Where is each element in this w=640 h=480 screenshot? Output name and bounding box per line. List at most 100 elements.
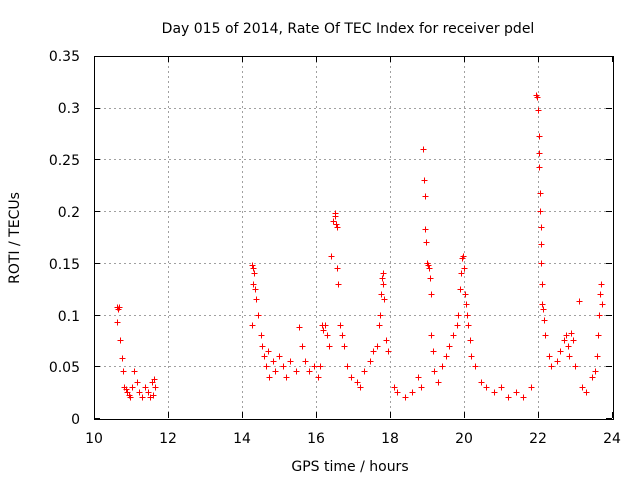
data-point	[548, 363, 555, 370]
data-point	[505, 394, 512, 401]
data-point	[539, 281, 546, 288]
data-point	[258, 332, 265, 339]
data-point	[572, 363, 579, 370]
data-point	[380, 281, 387, 288]
data-point	[542, 332, 549, 339]
data-point	[333, 221, 340, 228]
data-point	[457, 286, 464, 293]
data-point	[537, 208, 544, 215]
data-point	[391, 384, 398, 391]
x-tick-label: 24	[603, 431, 621, 447]
y-tick-label: 0.1	[58, 309, 80, 325]
data-point	[380, 270, 387, 277]
data-point	[334, 224, 341, 231]
data-point	[263, 363, 270, 370]
data-point	[251, 270, 258, 277]
data-point	[335, 281, 342, 288]
data-point	[306, 368, 313, 375]
y-tick-label: 0.3	[58, 101, 80, 117]
x-axis-label: GPS time / hours	[291, 459, 408, 475]
data-point	[422, 193, 429, 200]
data-point	[302, 358, 309, 365]
data-point	[145, 389, 152, 396]
data-point	[378, 291, 385, 298]
data-point	[463, 301, 470, 308]
data-point	[131, 368, 138, 375]
data-point	[478, 379, 485, 386]
data-point	[599, 301, 606, 308]
data-point	[409, 389, 416, 396]
data-point	[467, 337, 474, 344]
data-point	[462, 291, 469, 298]
data-point	[539, 301, 546, 308]
data-point	[334, 265, 341, 272]
data-point	[253, 296, 260, 303]
data-point	[330, 218, 337, 225]
data-point	[565, 343, 572, 350]
data-point	[249, 322, 256, 329]
data-point	[561, 337, 568, 344]
x-tick-label: 10	[85, 431, 103, 447]
plot-frame	[94, 56, 614, 420]
data-point	[328, 253, 335, 260]
data-point	[250, 265, 257, 272]
data-point	[116, 304, 123, 311]
data-point	[361, 368, 368, 375]
data-point	[592, 368, 599, 375]
data-point	[276, 353, 283, 360]
data-point	[272, 368, 279, 375]
data-point	[152, 384, 159, 391]
x-tick-label: 16	[307, 431, 325, 447]
data-point	[428, 291, 435, 298]
data-point	[546, 353, 553, 360]
data-point	[339, 332, 346, 339]
data-point	[597, 291, 604, 298]
axis-ticks	[94, 56, 613, 419]
data-point	[370, 348, 377, 355]
data-point	[541, 317, 548, 324]
data-point	[535, 107, 542, 114]
data-point	[554, 358, 561, 365]
data-point	[265, 348, 272, 355]
data-point	[320, 327, 327, 334]
data-point	[461, 265, 468, 272]
data-point	[418, 384, 425, 391]
data-point	[595, 332, 602, 339]
data-point	[123, 386, 130, 393]
chart-title: Day 015 of 2014, Rate Of TEC Index for r…	[162, 21, 535, 37]
y-tick-labels: 0 0.05 0.1 0.15 0.2 0.25 0.3 0.35	[49, 49, 80, 428]
y-tick-label: 0.35	[49, 49, 80, 65]
data-point	[332, 213, 339, 220]
x-tick-label: 18	[381, 431, 399, 447]
data-point	[381, 296, 388, 303]
data-point	[385, 348, 392, 355]
data-point	[119, 355, 126, 362]
data-point	[142, 384, 149, 391]
data-point	[455, 312, 462, 319]
data-point	[540, 306, 547, 313]
data-point	[266, 374, 273, 381]
x-tick-label: 20	[455, 431, 473, 447]
data-point	[129, 384, 136, 391]
data-point	[589, 374, 596, 381]
data-point	[439, 363, 446, 370]
y-axis-label: ROTI / TECUs	[7, 192, 23, 284]
data-point	[127, 394, 134, 401]
data-point	[427, 275, 434, 282]
data-point	[596, 312, 603, 319]
data-point	[326, 343, 333, 350]
data-point	[114, 319, 121, 326]
data-point	[348, 374, 355, 381]
data-point	[341, 343, 348, 350]
data-point	[443, 353, 450, 360]
data-point	[536, 133, 543, 140]
data-point	[468, 353, 475, 360]
data-point	[422, 226, 429, 233]
data-point	[568, 330, 575, 337]
data-point	[594, 353, 601, 360]
data-point	[454, 322, 461, 329]
data-point	[428, 332, 435, 339]
data-point	[464, 312, 471, 319]
grid-lines	[94, 56, 612, 418]
